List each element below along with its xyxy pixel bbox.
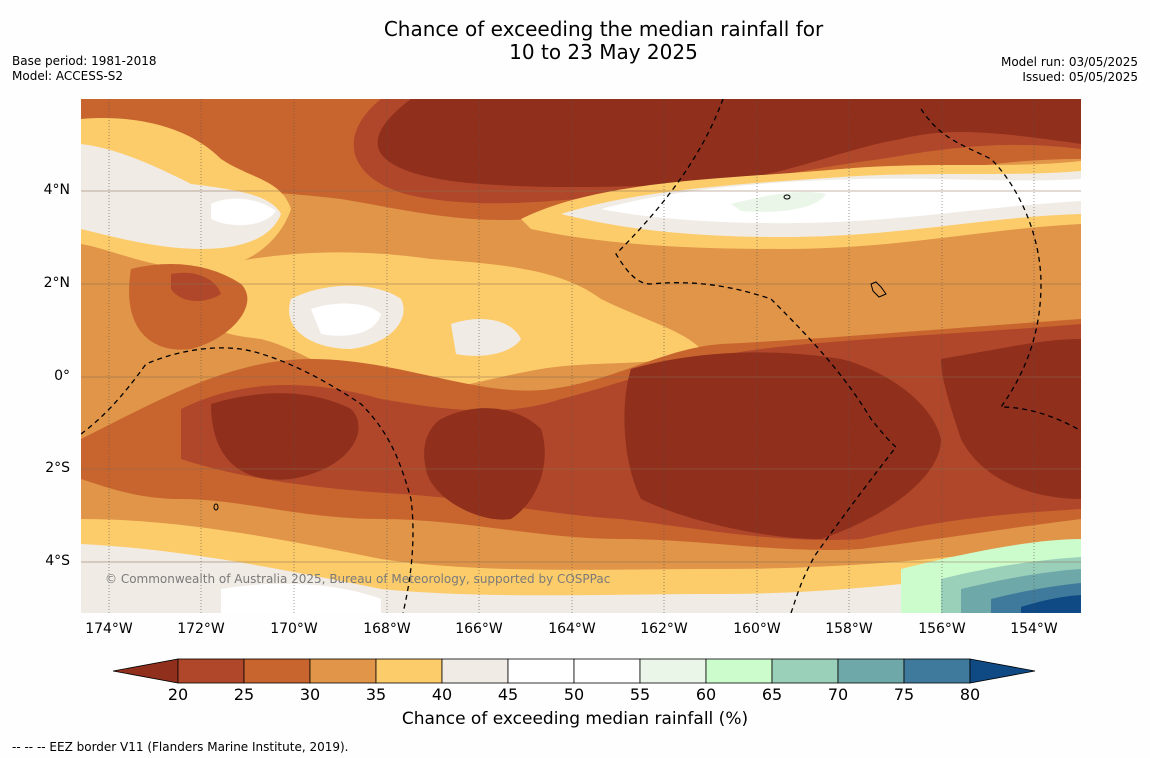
- north-band-50: [601, 178, 1081, 224]
- lat-label-2s: 2°S: [45, 460, 70, 476]
- copyright-text: © Commonwealth of Australia 2025, Bureau…: [105, 572, 611, 586]
- colorbar-min-arrow: [112, 658, 179, 684]
- lon-label-164w: 164°W: [548, 621, 596, 637]
- colorbar-max-arrow: [969, 658, 1036, 684]
- lon-label-162w: 162°W: [640, 621, 688, 637]
- lon-label-154w: 154°W: [1010, 621, 1058, 637]
- south-center-20: [424, 408, 545, 520]
- model-run: Model run: 03/05/2025: [1000, 55, 1138, 69]
- meta-left: Base period: 1981-2018 Model: ACCESS-S2: [12, 54, 157, 84]
- north-green-patch: [731, 192, 826, 212]
- colorbar-tick-35: 35: [365, 685, 387, 704]
- map-title: Chance of exceeding the median rainfall …: [0, 18, 1150, 64]
- colorbar: [112, 657, 1037, 689]
- colorbar-tick-60: 60: [695, 685, 717, 704]
- se-dark-blue: [1021, 595, 1081, 613]
- lon-label-166w: 166°W: [455, 621, 503, 637]
- lon-label-158w: 158°W: [825, 621, 873, 637]
- eez-borders: [81, 99, 1081, 613]
- lon-label-156w: 156°W: [918, 621, 966, 637]
- latitude-gridlines: [81, 190, 1081, 563]
- islands: [213, 194, 887, 511]
- map-svg: [81, 99, 1081, 613]
- colorbar-tick-55: 55: [629, 685, 651, 704]
- colorbar-tick-25: 25: [233, 685, 255, 704]
- west-top-white: [211, 198, 276, 226]
- rainfall-map: [81, 99, 1081, 613]
- eez-footnote: -- -- -- EEZ border V11 (Flanders Marine…: [12, 740, 349, 754]
- lat-label-4s: 4°S: [45, 553, 70, 569]
- colorbar-seg-50-55: [573, 658, 641, 684]
- center-white-50: [311, 303, 381, 336]
- colorbar-seg-35-40: [375, 658, 443, 684]
- lon-label-168w: 168°W: [363, 621, 411, 637]
- colorbar-seg-70-75: [837, 658, 905, 684]
- colorbar-seg-25-30: [243, 658, 311, 684]
- colorbar-tick-70: 70: [827, 685, 849, 704]
- south-far-east-20: [941, 339, 1081, 499]
- lon-label-160w: 160°W: [733, 621, 781, 637]
- colorbar-tick-20: 20: [167, 685, 189, 704]
- colorbar-seg-75-80: [903, 658, 971, 684]
- colorbar-tick-30: 30: [299, 685, 321, 704]
- colorbar-seg-45-50: [507, 658, 575, 684]
- lat-label-4n: 4°N: [43, 182, 70, 198]
- lat-label-0: 0°: [54, 368, 70, 384]
- lon-label-172w: 172°W: [177, 621, 225, 637]
- colorbar-seg-40-45: [441, 658, 509, 684]
- west-mid-25: [171, 272, 221, 301]
- bottom-white: [221, 583, 381, 613]
- south-west-20: [211, 393, 359, 480]
- meta-right: Model run: 03/05/2025 Issued: 05/05/2025: [1001, 55, 1138, 85]
- colorbar-seg-65-70: [771, 658, 839, 684]
- colorbar-seg-30-35: [309, 658, 377, 684]
- colorbar-seg-20-25: [177, 658, 245, 684]
- base-period: Base period: 1981-2018: [12, 54, 157, 68]
- title-line-1: Chance of exceeding the median rainfall …: [383, 17, 824, 41]
- colorbar-tick-75: 75: [893, 685, 915, 704]
- lat-label-2n: 2°N: [43, 275, 70, 291]
- title-line-2: 10 to 23 May 2025: [509, 40, 698, 64]
- lon-label-170w: 170°W: [270, 621, 318, 637]
- colorbar-svg: [112, 658, 1036, 684]
- colorbar-tick-80: 80: [959, 685, 981, 704]
- colorbar-tick-40: 40: [431, 685, 453, 704]
- center-band-35: [195, 252, 701, 392]
- colorbar-tick-65: 65: [761, 685, 783, 704]
- center-small-white: [451, 319, 521, 356]
- issued-date: Issued: 05/05/2025: [1022, 70, 1138, 84]
- south-east-20: [624, 352, 941, 539]
- lon-label-174w: 174°W: [85, 621, 133, 637]
- colorbar-seg-55-60: [639, 658, 707, 684]
- colorbar-label: Chance of exceeding median rainfall (%): [401, 709, 749, 729]
- model-name: Model: ACCESS-S2: [12, 69, 124, 83]
- west-mid-30: [129, 264, 248, 350]
- colorbar-tick-50: 50: [563, 685, 585, 704]
- colorbar-tick-45: 45: [497, 685, 519, 704]
- band-top-20: [377, 99, 1081, 188]
- colorbar-seg-60-65: [705, 658, 773, 684]
